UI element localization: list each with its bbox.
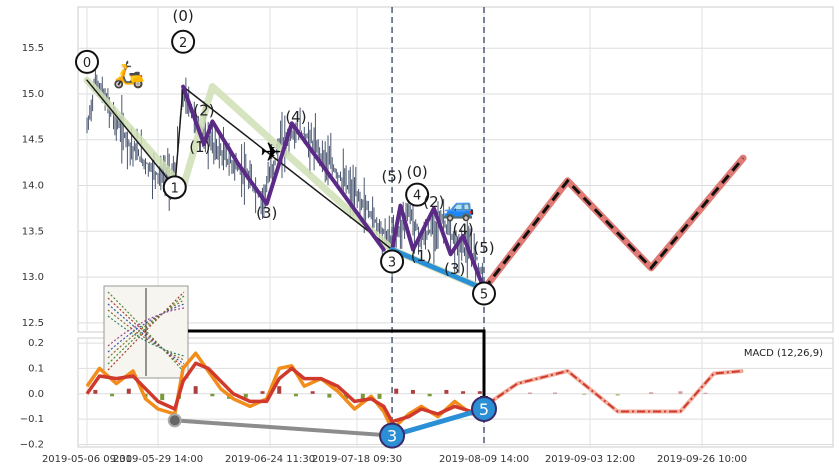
wave-label-circle [405,182,430,207]
wave-label: (1) [189,138,210,156]
wave-label: (0) [172,7,193,25]
forecast-dash-overlay [482,157,745,290]
macd-histogram-bar [126,388,131,394]
macd-y-tick-label: 0.2 [28,338,44,349]
macd-histogram-bar [394,388,399,394]
wave-label: (2) [193,101,214,119]
wave-label-circle [162,175,187,200]
macd-y-tick-label: 0.0 [28,389,44,400]
inset-curve [107,309,185,361]
inset-curve [107,297,185,369]
x-tick-label: 2019-07-18 09:30 [312,454,402,465]
x-tick-label: 2019-05-06 09:30 [42,454,132,465]
macd-histogram-bar [260,391,265,394]
wave-label: 0 [83,56,91,71]
macd-signal-line [85,361,485,424]
price-y-tick-label: 14.5 [22,135,44,146]
wave-label: (4) [285,108,306,126]
wave-label: (0) [407,163,428,181]
macd-histogram-bar [678,391,683,394]
price-y-tick-label: 14.0 [22,181,44,192]
wave-label: (5) [381,167,402,185]
macd-line [85,351,486,432]
macd-title: MACD (12,26,9) [744,348,823,359]
macd-histogram-bar [110,393,115,397]
inset-curve [107,291,185,371]
wave-line-purple-wave-2 [390,203,486,291]
wave-label: 2 [179,36,187,51]
wave-label-circle [75,49,99,74]
price-y-tick-label: 13.0 [22,272,44,283]
connector-line [188,329,486,400]
wave-label: 5 [480,288,488,303]
x-tick-label: 2019-09-03 12:00 [545,454,635,465]
macd-blue-segment [391,406,485,438]
price-y-tick-label: 13.5 [22,226,44,237]
macd-histogram-bar [327,393,332,398]
macd-histogram-bar [193,386,198,394]
wave-line-black-trend [86,79,393,251]
macd-y-tick-label: 0.1 [28,363,44,374]
x-tick-label: 2019-09-26 10:00 [657,454,747,465]
macd-histogram-bar [582,393,587,396]
macd-panel-frame [77,337,834,448]
wave-label-circle [380,249,405,274]
macd-gray-segment [174,418,393,438]
macd-histogram-bar [310,391,315,394]
macd-histogram-bar [160,393,165,401]
macd-histogram-bar [477,391,482,394]
macd-histogram-bar [210,393,215,397]
wave-label: (3) [256,204,277,222]
macd-y-tick-label: −0.1 [20,414,44,425]
macd-marker-circle [471,395,497,422]
price-y-tick-label: 12.5 [22,318,44,329]
wave-label: (5) [473,239,494,257]
macd-histogram-bar [615,393,620,396]
macd-histogram-bar [703,392,708,394]
macd-marker-label: 3 [387,427,397,446]
macd-marker-label: 5 [479,400,489,419]
wave-label-circle [171,29,196,54]
inset-thumbnail-image [103,285,189,379]
macd-histogram-bar [293,393,298,397]
airplane-icon: ✈ [260,138,282,168]
wave-line-purple-wave-1 [181,84,386,252]
macd-histogram-bar [377,393,382,399]
car-icon: 🚙 [443,193,475,223]
x-tick-label: 2019-08-09 14:00 [439,454,529,465]
macd-forecast-dash [483,369,744,413]
inset-curve [107,303,185,353]
wave-label: 3 [388,256,396,271]
macd-histogram-bar [93,389,98,394]
wave-label-circle [472,281,496,306]
price-y-tick-label: 15.5 [22,43,44,54]
wave-line-blue-segment [389,247,487,292]
macd-histogram-bar [527,392,532,394]
macd-marker-gray [167,413,182,428]
macd-histogram-bar [553,392,558,394]
macd-histogram-bar [360,393,365,401]
wave-label: (3) [444,260,465,278]
macd-histogram-bar [243,393,248,398]
x-tick-label: 2019-06-24 11:30 [225,454,315,465]
x-tick-label: 2019-05-29 14:00 [113,454,203,465]
macd-histogram-bar [410,389,415,394]
wave-label: 4 [413,189,421,204]
macd-marker-circle [379,422,406,449]
macd-histogram-bar [444,389,449,394]
macd-histogram-bar [427,393,432,397]
wave-label: (1) [411,247,432,265]
price-y-tick-label: 15.0 [22,89,44,100]
macd-histogram-bar [277,386,282,394]
wave-label: 1 [171,181,179,196]
wave-label: (2) [423,193,444,211]
macd-histogram-bar [461,391,466,394]
scooter-icon: 🛵 [113,60,145,90]
macd-y-tick-label: −0.2 [20,439,44,450]
macd-histogram-bar [344,393,349,399]
wave-label: (4) [452,220,473,238]
macd-histogram-bar [649,392,654,394]
